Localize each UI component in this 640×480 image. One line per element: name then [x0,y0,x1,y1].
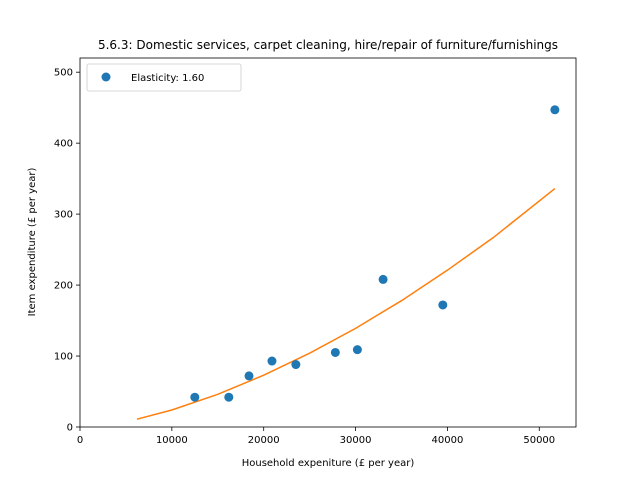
y-axis: 0 100 200 300 400 500 [54,68,80,434]
y-tick-label: 100 [54,352,73,363]
y-tick-label: 200 [54,281,73,292]
fit-line [136,187,556,420]
data-points [190,105,560,402]
data-point [550,105,560,115]
x-tick-label: 30000 [340,435,372,446]
legend: Elasticity: 1.60 [86,63,242,92]
chart-title: 5.6.3: Domestic services, carpet cleanin… [98,38,558,52]
x-axis: 0 10000 20000 30000 40000 50000 [77,427,555,446]
data-point [330,347,340,357]
data-point [224,392,234,402]
y-axis-label: Item expenditure (£ per year) [27,168,38,317]
legend-box [86,63,242,92]
data-point [352,345,362,355]
x-tick-label: 0 [77,435,83,446]
legend-marker [101,72,111,82]
data-point [267,356,277,366]
y-tick-label: 400 [54,139,73,150]
legend-label: Elasticity: 1.60 [131,73,204,84]
plot-area [80,58,576,427]
data-point [291,360,301,370]
y-tick-label: 300 [54,210,73,221]
fit-line-layer [136,187,556,420]
data-point [378,274,388,284]
data-point [438,300,448,310]
data-point [244,371,254,381]
y-tick-label: 500 [54,68,73,79]
x-tick-label: 50000 [523,435,555,446]
x-axis-label: Household expeniture (£ per year) [242,458,415,469]
x-tick-label: 40000 [432,435,464,446]
x-tick-label: 20000 [248,435,280,446]
y-tick-label: 0 [67,423,73,434]
x-tick-label: 10000 [156,435,188,446]
plot-frame [79,57,577,428]
data-point [190,392,200,402]
